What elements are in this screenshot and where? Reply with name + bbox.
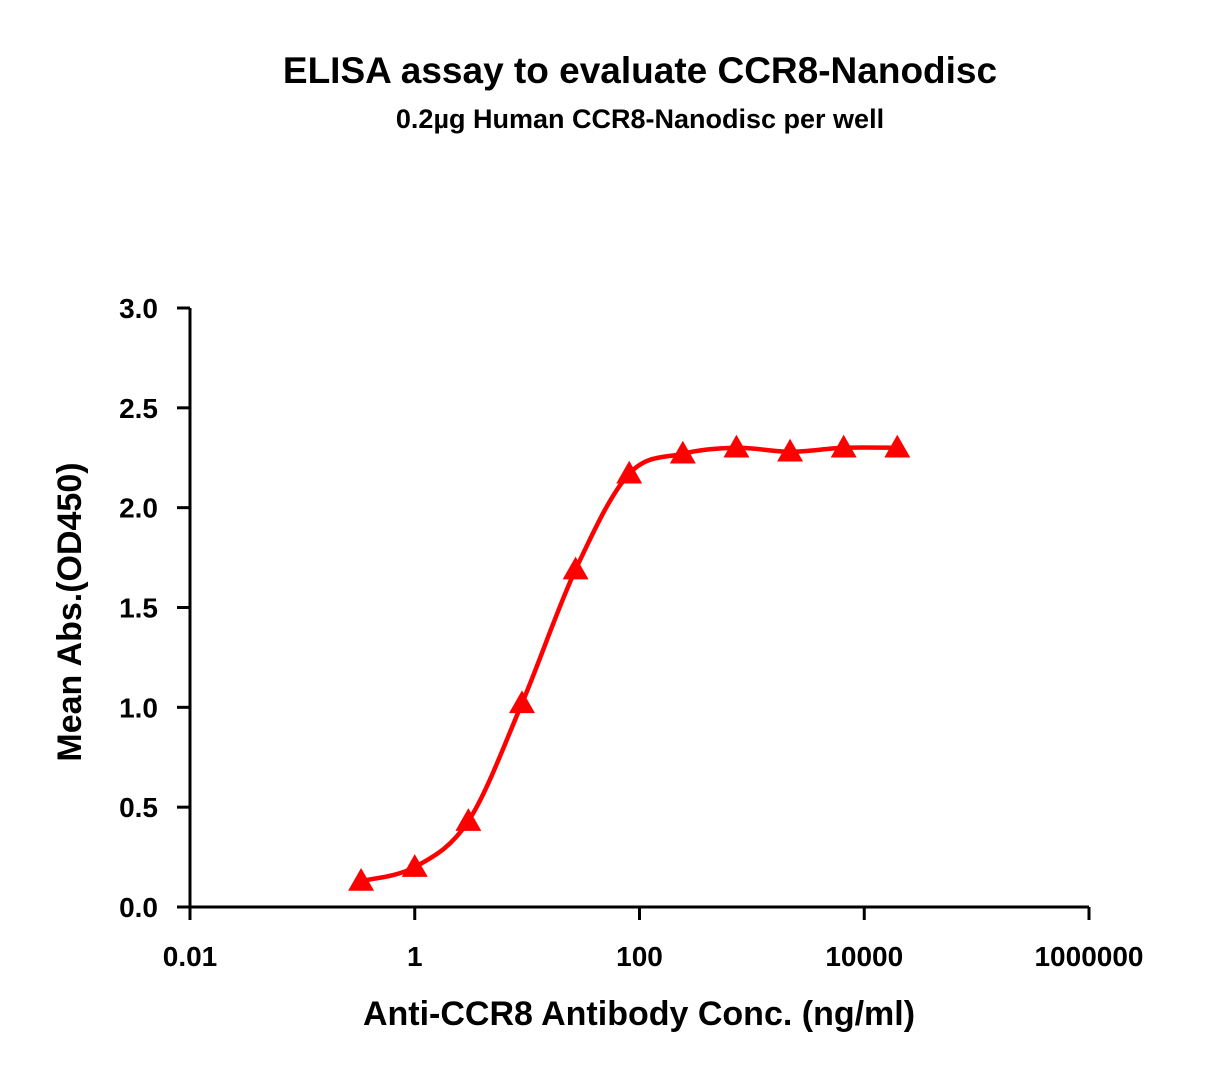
data-point-triangle xyxy=(616,460,643,484)
y-axis-label: Mean Abs.(OD450) xyxy=(51,462,89,761)
y-tick-label: 2.5 xyxy=(119,393,158,424)
x-tick-label: 0.01 xyxy=(163,941,218,972)
data-points-layer xyxy=(348,434,911,891)
data-point-triangle xyxy=(455,808,482,831)
data-point-triangle xyxy=(401,854,428,877)
chart-title: ELISA assay to evaluate CCR8-Nanodisc xyxy=(283,50,997,91)
x-axis-label: Anti-CCR8 Antibody Conc. (ng/ml) xyxy=(363,995,915,1033)
y-tick-label: 1.5 xyxy=(119,593,158,624)
x-tick-label: 100 xyxy=(616,941,663,972)
x-tick-label: 10000 xyxy=(825,941,903,972)
y-tick-label: 2.0 xyxy=(119,493,158,524)
data-point-triangle xyxy=(669,440,696,464)
y-tick-label: 0.0 xyxy=(119,892,158,923)
data-point-triangle xyxy=(348,868,375,891)
y-tick-label: 0.5 xyxy=(119,792,158,823)
y-tick-label: 3.0 xyxy=(119,293,158,324)
data-point-triangle xyxy=(884,434,911,458)
fit-curve xyxy=(360,445,898,884)
axes: 0.0 0.5 1.0 1.5 2.0 2.5 3.0 0.01 1 100 10000 100000… xyxy=(119,293,1143,972)
fit-curve-layer xyxy=(360,445,898,884)
y-tick-label: 1.0 xyxy=(119,692,158,723)
data-point-triangle xyxy=(777,438,804,462)
data-point-triangle xyxy=(562,556,589,580)
x-tick-label: 1 xyxy=(407,941,423,972)
data-point-triangle xyxy=(830,434,857,458)
data-point-triangle xyxy=(723,434,750,458)
data-point-triangle xyxy=(508,690,535,714)
x-tick-label: 1000000 xyxy=(1034,941,1143,972)
chart-subtitle: 0.2µg Human CCR8-Nanodisc per well xyxy=(396,104,884,134)
